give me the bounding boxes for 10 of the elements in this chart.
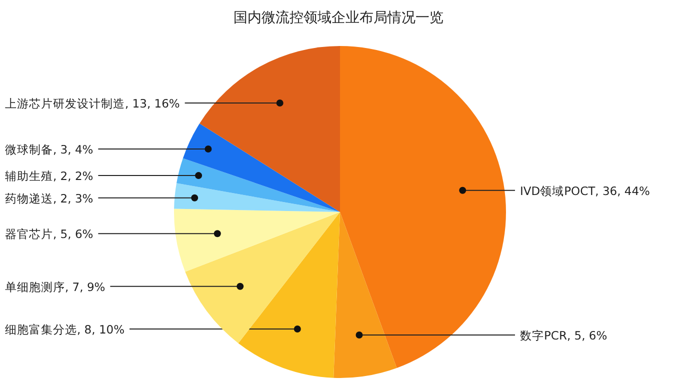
slice-label: 细胞富集分选, 8, 10%	[5, 322, 124, 336]
slice-label: 辅助生殖, 2, 2%	[5, 169, 94, 184]
slice-label: 单细胞测序, 7, 9%	[5, 280, 106, 294]
slice-label: 上游芯片研发设计制造, 13, 16%	[5, 96, 180, 110]
slice-label: 器官芯片, 5, 6%	[5, 227, 94, 242]
slice-label: 数字PCR, 5, 6%	[520, 328, 608, 342]
slice-label: IVD领域POCT, 36, 44%	[520, 184, 650, 198]
chart-title: 国内微流控领域企业布局情况一览	[234, 10, 444, 26]
slice-label: 药物递送, 2, 3%	[5, 191, 94, 206]
slice-label: 微球制备, 3, 4%	[5, 142, 94, 156]
